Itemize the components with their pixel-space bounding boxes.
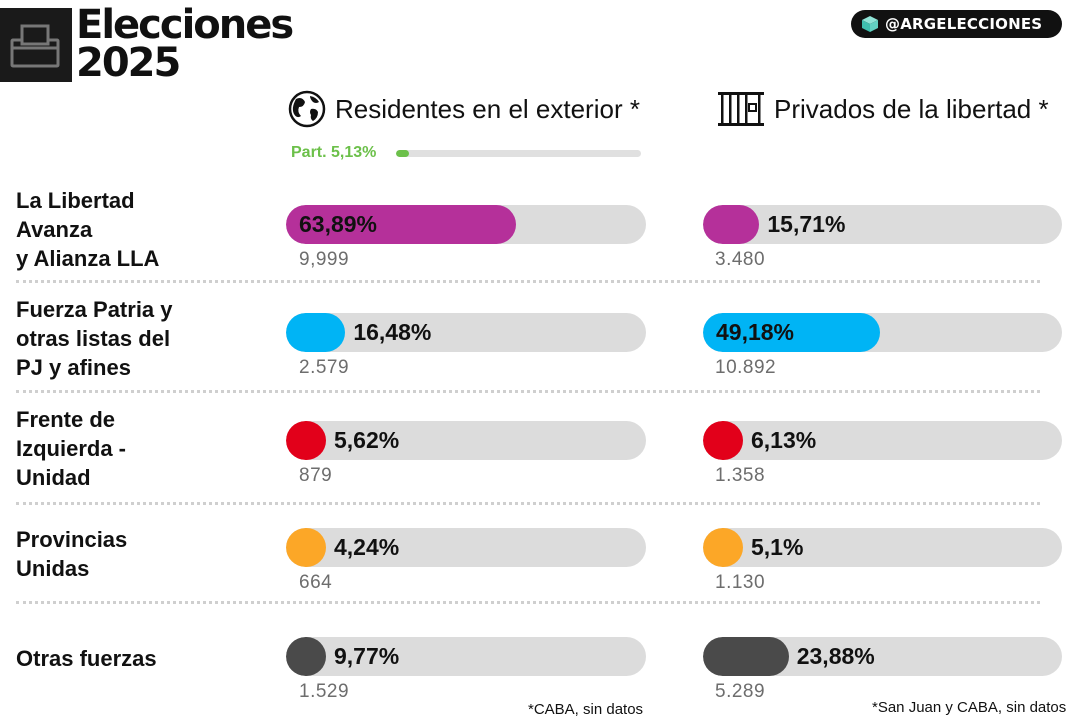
votes-label-exterior: 9,999 <box>299 249 350 270</box>
party-name-line: PJ y afines <box>16 355 131 380</box>
party-name-line: Otras fuerzas <box>16 646 157 671</box>
handle-text: @ARGELECCIONES <box>885 15 1043 33</box>
party-name-line: y Alianza LLA <box>16 246 160 271</box>
percent-label-privados: 49,18% <box>716 319 795 345</box>
footnote-privados: *San Juan y CABA, sin datos <box>872 699 1067 716</box>
bar-track-privados <box>703 205 1062 244</box>
bar-track-exterior <box>286 421 646 460</box>
percent-label-exterior: 63,89% <box>299 211 378 237</box>
bar-track-exterior <box>286 528 646 567</box>
votes-label-exterior: 1.529 <box>299 681 350 702</box>
prison-bars-icon <box>718 92 764 126</box>
row-divider <box>16 601 1040 604</box>
bar-fill-exterior <box>286 528 326 567</box>
percent-label-privados: 5,1% <box>751 534 804 560</box>
column-title-privados: Privados de la libertad * <box>774 93 1049 124</box>
handle-badge: @ARGELECCIONES <box>851 10 1062 38</box>
percent-label-exterior: 4,24% <box>334 534 400 560</box>
bar-fill-privados <box>703 421 743 460</box>
party-name: Otras fuerzas <box>16 644 157 673</box>
row-divider <box>16 502 1040 505</box>
column-title-exterior: Residentes en el exterior * <box>335 93 640 124</box>
bar-track-privados <box>703 421 1062 460</box>
column-header-exterior: Residentes en el exterior * <box>287 90 640 128</box>
party-name-line: Frente de <box>16 407 116 432</box>
votes-label-exterior: 664 <box>299 572 333 593</box>
party-name-line: Fuerza Patria y <box>16 297 173 322</box>
bar-track-exterior <box>286 637 646 676</box>
votes-label-privados: 1.358 <box>715 465 766 486</box>
party-name: Provincias Unidas <box>16 525 127 583</box>
row-divider <box>16 280 1040 283</box>
party-name: Fuerza Patria y otras listas del PJ y afin… <box>16 295 173 382</box>
page-title: Elecciones 2025 <box>76 5 336 83</box>
party-name: Frente de Izquierda - Unidad <box>16 405 126 492</box>
participation-label: Part. 5,13% <box>291 144 377 161</box>
bar-fill-privados <box>703 528 743 567</box>
party-name-line: Unidad <box>16 465 91 490</box>
bar-track-privados <box>703 313 1062 352</box>
percent-label-privados: 6,13% <box>751 427 817 453</box>
percent-label-exterior: 9,77% <box>334 643 400 669</box>
percent-label-privados: 23,88% <box>796 643 875 669</box>
bar-fill-privados <box>703 313 880 352</box>
bar-fill-privados <box>703 205 760 244</box>
title-line-2: 2025 <box>76 40 181 86</box>
ballot-box-icon <box>10 24 60 68</box>
bar-fill-exterior <box>286 637 326 676</box>
party-name-line: Izquierda - <box>16 436 127 461</box>
party-name-line: Provincias <box>16 527 128 552</box>
party-name-line: La Libertad <box>16 188 135 213</box>
party-name-line: otras listas del <box>16 326 171 351</box>
bar-fill-privados <box>703 637 789 676</box>
bar-fill-exterior <box>286 205 516 244</box>
logo <box>0 8 72 82</box>
bar-fill-exterior <box>286 421 326 460</box>
votes-label-privados: 3.480 <box>715 249 766 270</box>
percent-label-exterior: 5,62% <box>334 427 400 453</box>
party-name-line: Unidas <box>16 556 90 581</box>
votes-label-privados: 1.130 <box>715 572 766 593</box>
bar-track-privados <box>703 637 1062 676</box>
bar-track-exterior <box>286 205 646 244</box>
participation-track <box>396 150 641 157</box>
percent-label-privados: 15,71% <box>767 211 846 237</box>
globe-icon <box>288 90 326 128</box>
row-divider <box>16 390 1040 393</box>
votes-label-exterior: 879 <box>299 465 333 486</box>
bar-fill-exterior <box>286 313 346 352</box>
cube-icon <box>862 16 878 32</box>
bar-track-privados <box>703 528 1062 567</box>
participation-fill <box>396 150 409 157</box>
title-line-1: Elecciones <box>76 2 294 48</box>
party-name: La Libertad Avanza y Alianza LLA <box>16 186 159 273</box>
party-name-line: Avanza <box>16 217 93 242</box>
votes-label-exterior: 2.579 <box>299 357 350 378</box>
footnote-exterior: *CABA, sin datos <box>528 701 644 718</box>
column-header-privados: Privados de la libertad * <box>716 90 1049 128</box>
votes-label-privados: 10.892 <box>715 357 777 378</box>
bar-track-exterior <box>286 313 646 352</box>
percent-label-exterior: 16,48% <box>353 319 432 345</box>
votes-label-privados: 5.289 <box>715 681 766 702</box>
